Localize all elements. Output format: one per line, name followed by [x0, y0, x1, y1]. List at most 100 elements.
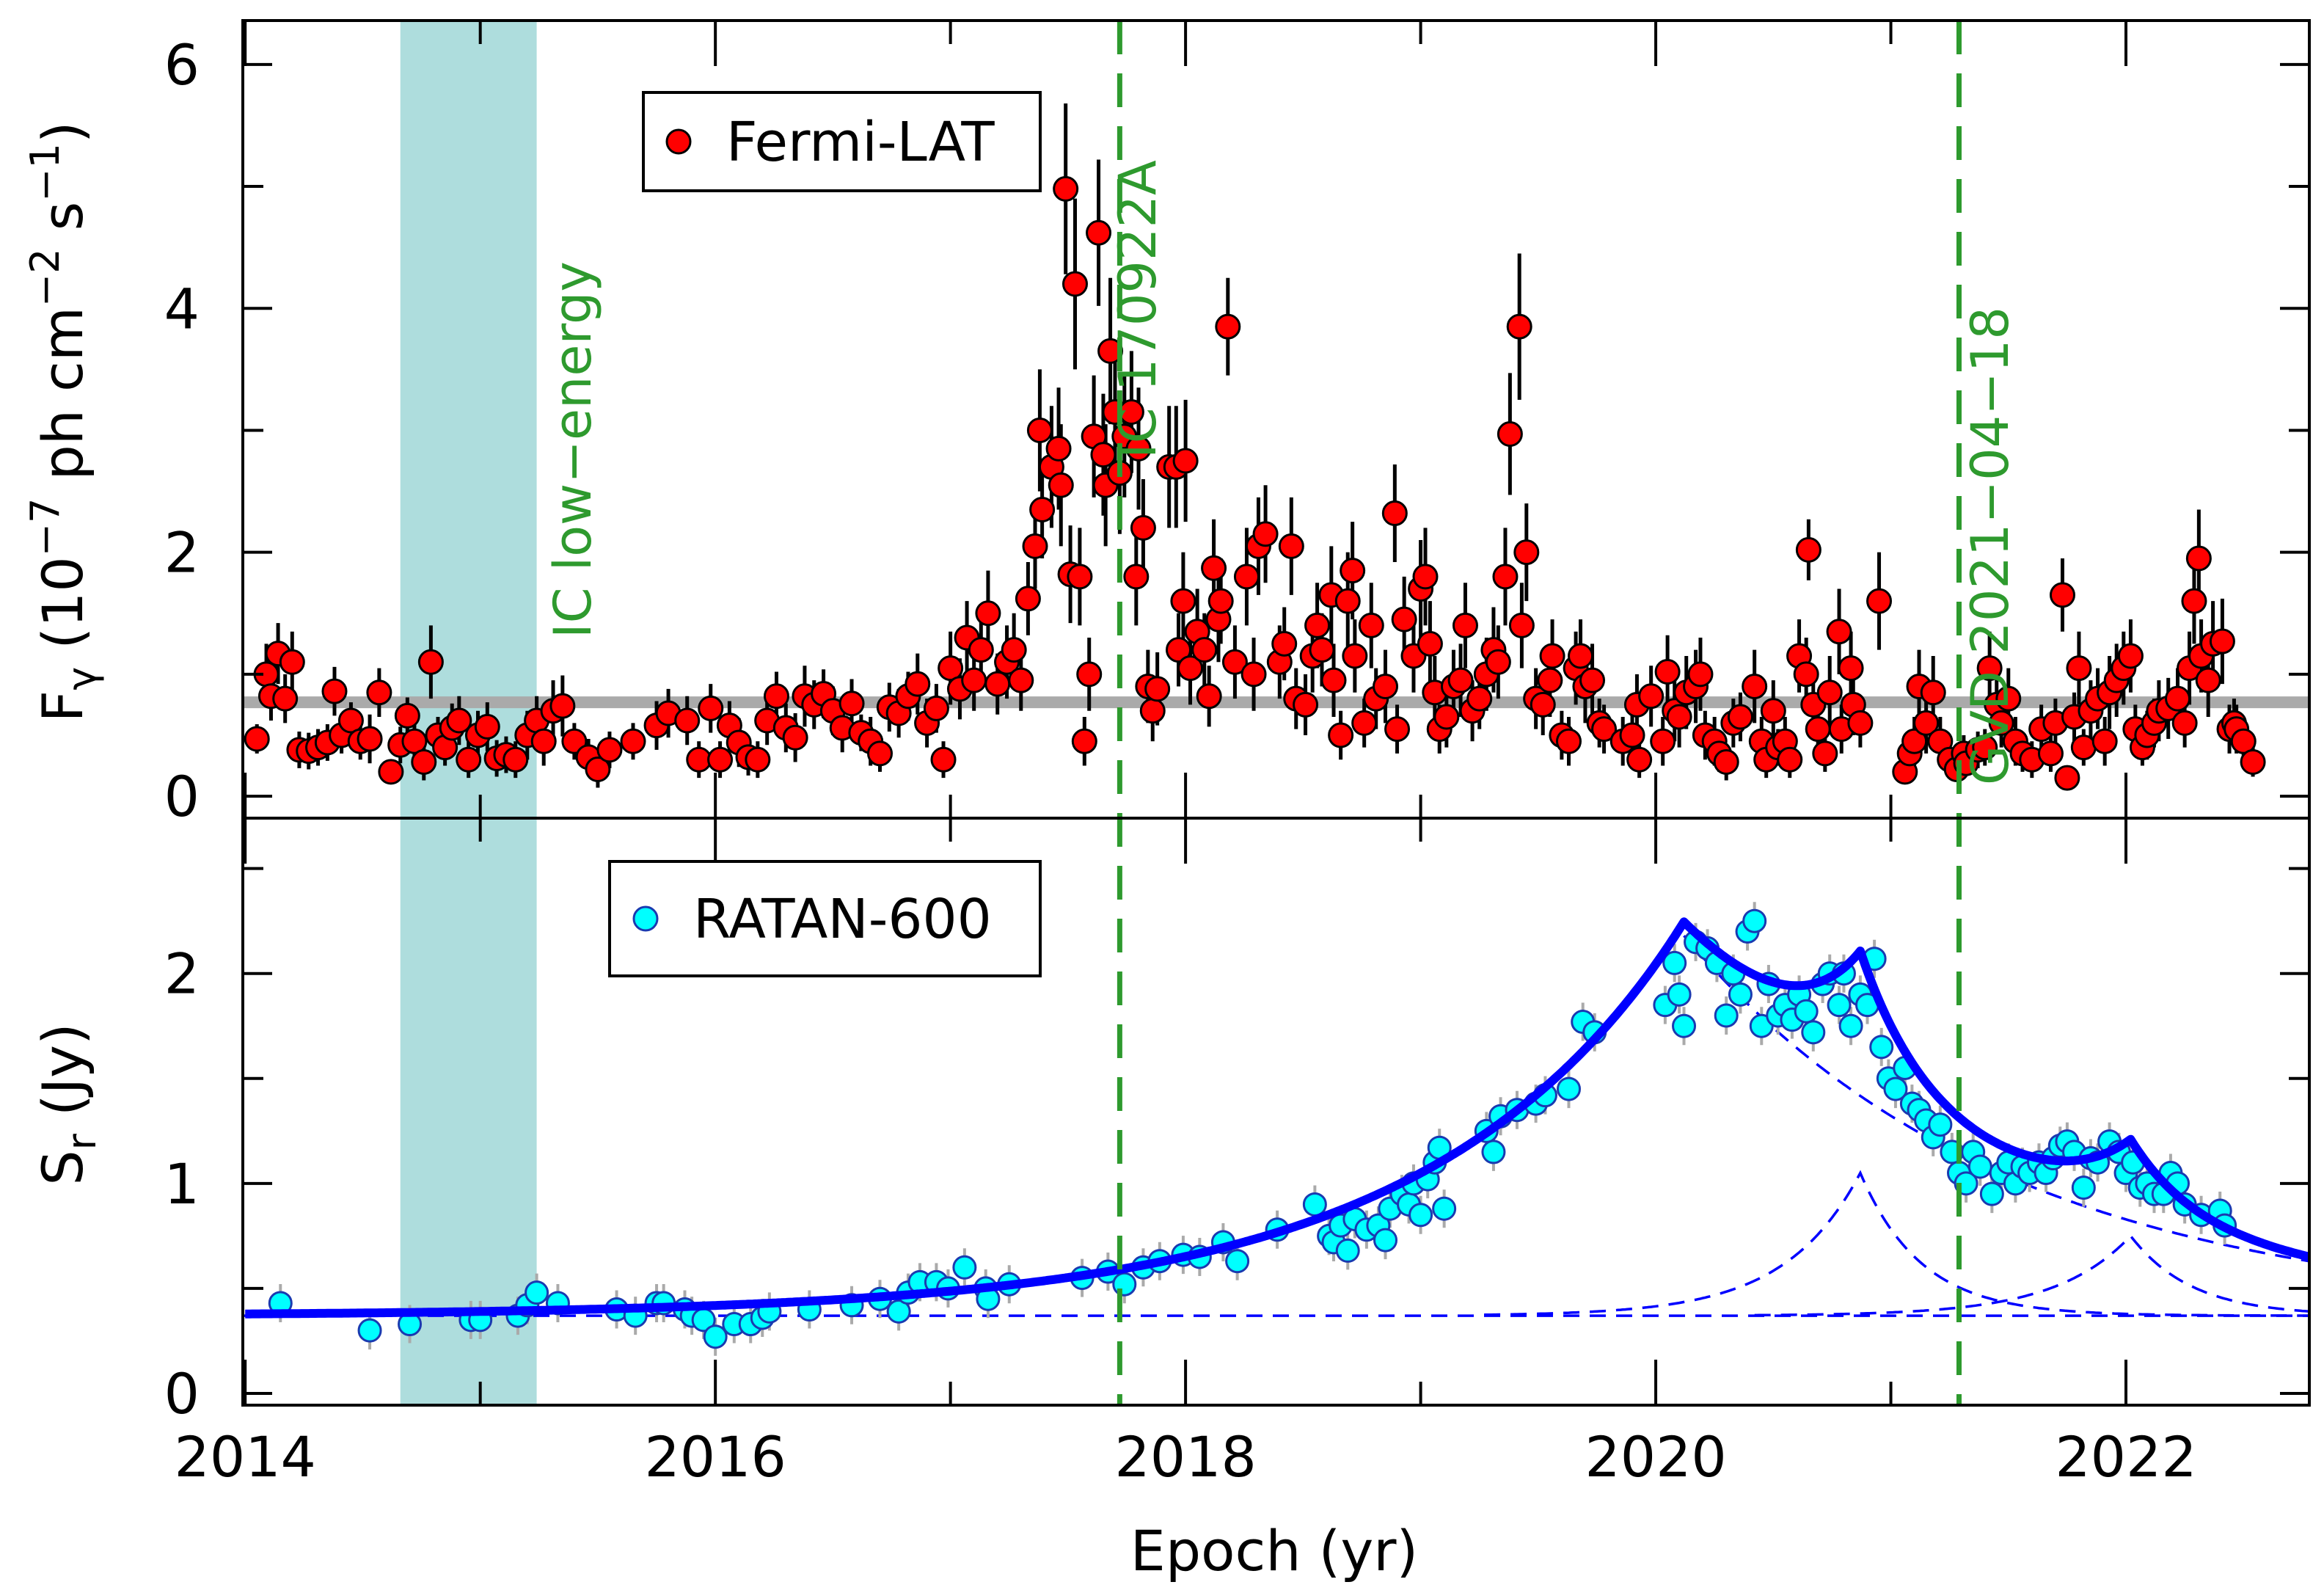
fermi-point	[530, 728, 557, 754]
fermi-point	[938, 655, 964, 682]
fermi-point	[968, 637, 994, 663]
ratan-point	[2071, 1175, 2096, 1200]
fermi-point	[561, 728, 588, 754]
ratan-point	[1556, 1076, 1581, 1101]
fermi-point	[1191, 637, 1218, 663]
fermi-point	[674, 707, 701, 734]
fermi-point	[2066, 655, 2092, 682]
fermi-point	[1988, 710, 2014, 736]
fermi-point	[1123, 564, 1150, 590]
fermi-point	[1048, 472, 1074, 498]
legend-box	[608, 860, 1042, 977]
fermi-point	[474, 713, 500, 740]
fermi-point	[1221, 649, 1248, 675]
fermi-point	[1384, 716, 1411, 743]
fermi-point	[456, 746, 482, 773]
fermi-point	[401, 728, 428, 754]
ratan-point	[703, 1324, 728, 1349]
ratan-point	[1662, 950, 1687, 975]
ratan-point	[1967, 1154, 1992, 1179]
fermi-point	[1309, 637, 1335, 663]
fermi-point	[1826, 619, 1852, 645]
x-tick-label: 2020	[1585, 1424, 1726, 1490]
fermi-point	[417, 649, 444, 675]
top-panel	[243, 103, 2309, 791]
fermi-point	[2070, 734, 2097, 761]
fermi-point	[2185, 545, 2212, 572]
fermi-point	[961, 667, 987, 693]
fermi-point	[1795, 536, 1821, 563]
fermi-point	[1626, 746, 1653, 773]
legend-label-fermi: Fermi-LAT	[726, 111, 995, 174]
fermi-point	[1760, 698, 1786, 724]
fermi-point	[1320, 667, 1347, 693]
legend-ratan: RATAN-600	[608, 860, 1042, 977]
fermi-point	[596, 737, 623, 763]
fermi-point	[1995, 685, 2022, 712]
fermi-point	[763, 683, 789, 710]
fermi-point	[1838, 655, 1864, 682]
fermi-point	[1687, 661, 1714, 688]
fermi-point	[394, 702, 420, 729]
fermi-point	[2195, 667, 2221, 693]
ratan-point	[1869, 1035, 1894, 1060]
x-axis-title: Epoch (yr)	[1130, 1518, 1418, 1583]
fermi-point	[707, 746, 734, 773]
top-y-tick-label: 4	[164, 276, 200, 341]
top-y-tick-label: 6	[164, 32, 200, 98]
ratan-point	[886, 1299, 911, 1324]
fermi-point	[1513, 539, 1540, 566]
fermi-point	[1713, 749, 1739, 776]
fermi-point	[1170, 588, 1196, 614]
ratan-point	[1667, 982, 1692, 1007]
fermi-point	[279, 649, 305, 675]
fermi-point	[975, 600, 1001, 627]
fermi-point	[1045, 435, 1072, 462]
fermi-point	[2171, 710, 2198, 736]
vline-label-ic-170922a: IC 170922A	[1108, 160, 1168, 459]
fermi-point	[1485, 649, 1511, 675]
ratan-point	[1794, 999, 1819, 1024]
fermi-point	[321, 678, 348, 704]
ratan-point	[1432, 1196, 1457, 1221]
model-component-flare-2	[1484, 1170, 2309, 1317]
fermi-point	[1172, 448, 1199, 474]
axes-layer: 2014 2016 2018 2020 2022 0 2 4 6 0 1 2	[164, 19, 2311, 1490]
fermi-point	[1452, 612, 1478, 638]
x-tick-label: 2014	[174, 1424, 315, 1490]
fermi-point	[1539, 643, 1565, 669]
fermi-point	[1015, 586, 1041, 612]
ratan-point	[1335, 1238, 1360, 1263]
fermi-point	[1061, 271, 1088, 297]
fermi-point	[1342, 643, 1368, 669]
bottom-y-tick-label: 1	[164, 1151, 200, 1217]
fermi-point	[549, 693, 576, 719]
fermi-point	[1271, 630, 1298, 657]
fermi-point	[1067, 564, 1093, 590]
fermi-point	[1139, 698, 1166, 724]
fermi-point	[1076, 661, 1103, 688]
fermi-point	[2181, 588, 2207, 614]
fermi-point	[1278, 533, 1304, 559]
fermi-point	[1492, 564, 1519, 590]
fermi-point	[2037, 740, 2064, 767]
top-y-axis-title: Fγ (10−7 ph cm−2 s−1)	[22, 122, 105, 723]
fermi-point	[2117, 643, 2144, 669]
fermi-point	[1976, 655, 2003, 682]
fermi-point	[1920, 679, 1946, 706]
fermi-point	[1071, 728, 1097, 754]
fermi-point	[1373, 673, 1399, 699]
fermi-point	[357, 726, 383, 752]
fermi-point	[1497, 420, 1523, 447]
fermi-point	[923, 695, 949, 721]
fermi-point	[1972, 734, 1998, 761]
fermi-point	[1293, 691, 1319, 718]
fermi-point	[1144, 676, 1171, 702]
fermi-point	[1847, 710, 1874, 736]
ratan-point	[1408, 1203, 1433, 1228]
fermi-point	[411, 749, 437, 776]
fermi-point	[1568, 643, 1594, 669]
fermi-point	[1727, 704, 1753, 730]
fermi-point	[838, 690, 865, 717]
